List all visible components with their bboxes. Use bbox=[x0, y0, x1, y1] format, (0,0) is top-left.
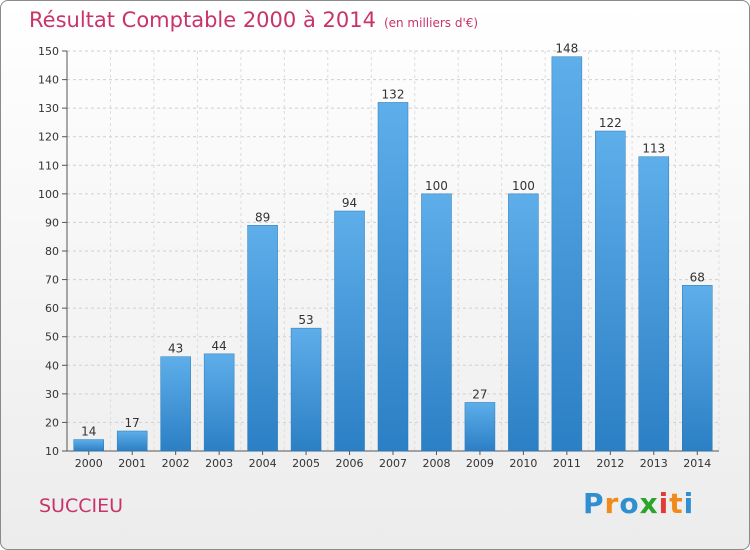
bar-value-label: 100 bbox=[425, 179, 448, 193]
bar bbox=[464, 402, 496, 452]
x-tick-label: 2000 bbox=[75, 457, 103, 470]
proxiti-logo: Proxiti bbox=[583, 487, 694, 520]
bar-value-label: 89 bbox=[255, 210, 270, 224]
chart-title-text: Résultat Comptable 2000 à 2014 bbox=[29, 8, 376, 32]
y-tick-label: 30 bbox=[45, 388, 59, 401]
x-tick-label: 2012 bbox=[596, 457, 624, 470]
bar bbox=[290, 327, 322, 452]
logo-letter: t bbox=[669, 487, 684, 520]
bar bbox=[203, 353, 235, 452]
logo-letter: i bbox=[658, 487, 670, 520]
x-tick-label: 2013 bbox=[640, 457, 668, 470]
bar-value-label: 14 bbox=[81, 425, 96, 439]
x-tick-label: 2014 bbox=[683, 457, 711, 470]
bar bbox=[334, 210, 365, 452]
x-tick-label: 2008 bbox=[422, 457, 450, 470]
bar-value-label: 17 bbox=[125, 416, 140, 430]
logo-letter: x bbox=[639, 487, 659, 520]
bar bbox=[421, 193, 452, 452]
chart-title: Résultat Comptable 2000 à 2014 (en millie… bbox=[29, 8, 478, 32]
bar-value-label: 122 bbox=[599, 116, 622, 130]
logo-letter: i bbox=[683, 487, 695, 520]
logo-letter: r bbox=[604, 487, 620, 520]
bar-value-label: 94 bbox=[342, 196, 357, 210]
y-tick-label: 90 bbox=[45, 216, 59, 229]
bar bbox=[682, 285, 713, 452]
logo-letter: o bbox=[619, 487, 640, 520]
x-tick-label: 2011 bbox=[553, 457, 581, 470]
bar-value-label: 44 bbox=[211, 339, 226, 353]
bar-value-label: 27 bbox=[472, 387, 487, 401]
x-tick-label: 2004 bbox=[249, 457, 277, 470]
x-tick-label: 2001 bbox=[118, 457, 146, 470]
y-tick-label: 150 bbox=[38, 45, 59, 58]
bar-value-label: 43 bbox=[168, 342, 183, 356]
y-tick-label: 110 bbox=[38, 159, 59, 172]
chart-unit: (en milliers d'€) bbox=[383, 16, 479, 30]
x-tick-label: 2005 bbox=[292, 457, 320, 470]
labels: 14 2000 17 2001 43 2002 44 2003 89 2004 53 2005 94 20… bbox=[75, 42, 712, 470]
bar bbox=[116, 430, 148, 452]
bar-value-label: 100 bbox=[512, 179, 535, 193]
bar bbox=[377, 102, 409, 452]
y-tick-label: 20 bbox=[45, 416, 59, 429]
bar-value-label: 113 bbox=[642, 142, 665, 156]
bar bbox=[73, 439, 104, 452]
bar bbox=[638, 156, 670, 452]
y-tick-label: 120 bbox=[38, 131, 59, 144]
y-tick-label: 100 bbox=[38, 188, 59, 201]
y-tick-label: 50 bbox=[45, 331, 59, 344]
y-tick-label: 130 bbox=[38, 102, 59, 115]
y-tick-label: 60 bbox=[45, 302, 59, 315]
y-tick-label: 80 bbox=[45, 245, 59, 258]
y-tick-label: 10 bbox=[45, 445, 59, 458]
bar bbox=[595, 130, 626, 452]
bars bbox=[73, 56, 713, 452]
bar bbox=[247, 225, 278, 452]
x-tick-label: 2006 bbox=[336, 457, 364, 470]
x-tick-label: 2002 bbox=[162, 457, 190, 470]
bar-value-label: 68 bbox=[690, 270, 705, 284]
bar-value-label: 148 bbox=[555, 42, 578, 56]
logo-letter: P bbox=[583, 487, 605, 520]
y-tick-label: 70 bbox=[45, 274, 59, 287]
x-tick-label: 2009 bbox=[466, 457, 494, 470]
commune-name: SUCCIEU bbox=[39, 495, 124, 517]
bar bbox=[508, 193, 539, 452]
y-tick-label: 40 bbox=[45, 359, 59, 372]
y-tick-label: 140 bbox=[38, 74, 59, 87]
bar bbox=[551, 56, 583, 452]
x-tick-label: 2007 bbox=[379, 457, 407, 470]
bar-value-label: 53 bbox=[298, 313, 313, 327]
bar-value-label: 132 bbox=[382, 87, 405, 101]
x-tick-label: 2003 bbox=[205, 457, 233, 470]
bar bbox=[160, 356, 191, 452]
x-tick-label: 2010 bbox=[509, 457, 537, 470]
